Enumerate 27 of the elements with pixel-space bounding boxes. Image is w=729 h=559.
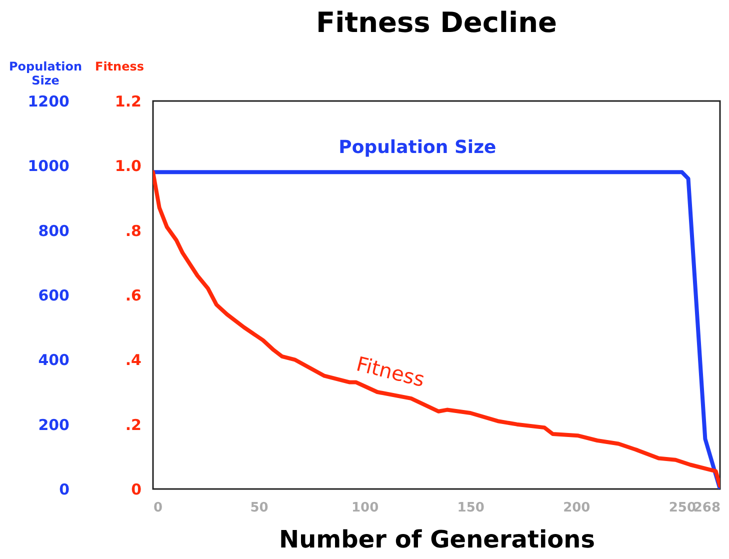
y2-tick-label: 0 [131, 480, 142, 498]
y-tick-label: 0 [59, 480, 70, 498]
y-tick-label: 1200 [28, 92, 70, 110]
y-tick-label: 200 [38, 416, 70, 434]
x-tick-label: 200 [563, 500, 590, 516]
text: Fitness [354, 352, 428, 392]
y2-tick-label: .4 [125, 351, 142, 370]
y2-tick-label: .2 [125, 416, 142, 434]
x-tick-label: 0 [154, 500, 163, 516]
x-tick-label: 250 [668, 500, 696, 516]
y-tick-label: 800 [38, 222, 70, 240]
y2-tick-label: 1.0 [114, 157, 142, 176]
x-tick-label: 100 [351, 500, 379, 516]
y-axis-title: Population Size [8, 60, 82, 88]
x-axis-title: Number of Generations [278, 526, 596, 554]
y2-tick-label: .8 [125, 222, 142, 240]
chart-title: Fitness Decline [316, 6, 558, 39]
y-tick-label: 400 [38, 351, 70, 370]
y-tick-label: 600 [38, 286, 70, 304]
x-tick-label: 268 [693, 500, 720, 516]
x-tick-label: 50 [250, 500, 268, 516]
series-label: Population Size [338, 137, 496, 158]
x-tick-label: 150 [457, 500, 484, 516]
y2-axis-title: Fitness [94, 60, 144, 74]
y2-tick-label: .6 [125, 286, 142, 304]
y2-tick-label: 1.2 [114, 92, 142, 110]
y-tick-label: 1000 [28, 157, 70, 176]
